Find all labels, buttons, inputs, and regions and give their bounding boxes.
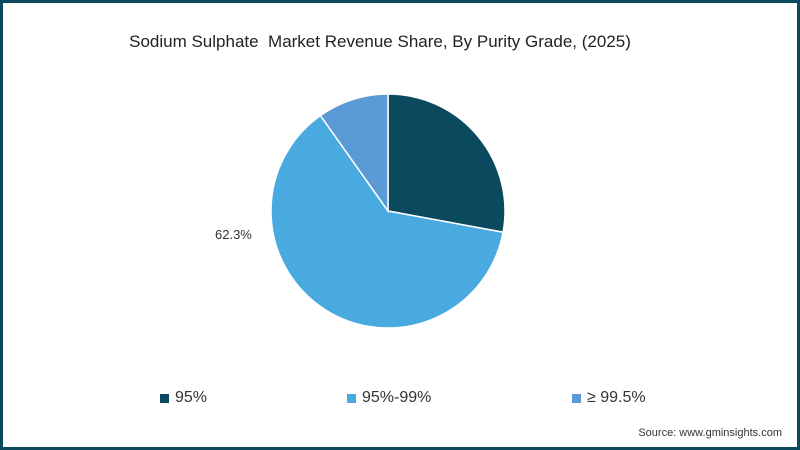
legend-item-99-5: ≥ 99.5% xyxy=(572,389,646,407)
data-label-95-99: 62.3% xyxy=(215,227,252,242)
legend-label: 95% xyxy=(175,389,208,406)
slice-95 xyxy=(387,93,506,234)
legend-label: 95%-99% xyxy=(362,389,432,406)
legend-item-95: 95% xyxy=(160,389,207,407)
slice-99-5 xyxy=(319,93,389,214)
legend-item-95-99: 95%-99% xyxy=(347,389,431,407)
legend-label: ≥ 99.5% xyxy=(587,389,646,406)
chart-title: Sodium Sulphate Market Revenue Share, By… xyxy=(129,32,631,51)
source-note: Source: www.gminsights.com xyxy=(638,427,782,439)
legend-swatch-95 xyxy=(160,393,169,403)
legend-swatch-95-99 xyxy=(347,393,356,403)
slice-95-99 xyxy=(270,114,504,329)
legend-swatch-99-5 xyxy=(572,393,581,403)
legend: 95% 95%-99% ≥ 99.5% xyxy=(0,389,800,409)
